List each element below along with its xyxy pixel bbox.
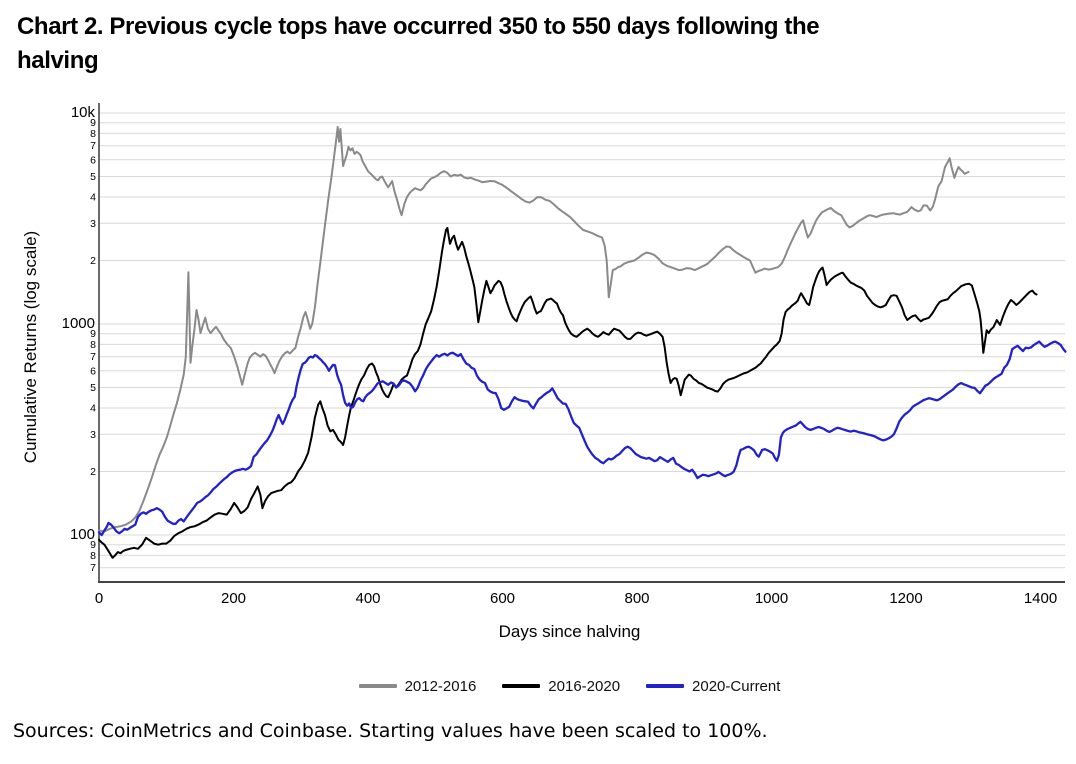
y-minor-tick-label: 9 — [90, 117, 96, 129]
chart-title-line1: Chart 2. Previous cycle tops have occurr… — [17, 13, 820, 40]
y-minor-tick-label: 8 — [90, 550, 96, 562]
legend-item-2012-2016: 2012-2016 — [358, 677, 477, 695]
y-minor-tick-label: 8 — [90, 128, 96, 140]
chart-title: Chart 2. Previous cycle tops have occurr… — [17, 10, 820, 78]
y-major-tick-label: 100 — [70, 526, 95, 543]
x-tick-label: 400 — [355, 590, 380, 607]
y-minor-tick-label: 3 — [90, 218, 96, 230]
x-tick-label: 1400 — [1024, 590, 1057, 607]
series-line-2016-2020 — [98, 227, 1038, 559]
chart-legend: 2012-2016 2016-2020 2020-Current — [99, 676, 1040, 696]
y-major-tick-label: 1000 — [62, 315, 95, 332]
y-minor-tick-label: 7 — [90, 351, 96, 363]
legend-item-2020-current: 2020-Current — [646, 678, 780, 695]
legend-label: 2012-2016 — [404, 677, 477, 695]
legend-label: 2020-Current — [692, 677, 781, 695]
y-minor-tick-label: 5 — [90, 171, 96, 183]
series-line-2020-Current — [97, 340, 1067, 537]
x-tick-label: 200 — [221, 590, 246, 607]
legend-label: 2016-2020 — [548, 677, 621, 695]
series-line-2012-2016 — [98, 126, 970, 533]
legend-line-swatch-black — [502, 684, 541, 688]
y-minor-tick-label: 9 — [90, 328, 96, 340]
y-minor-tick-label: 2 — [90, 255, 96, 267]
legend-line-swatch-gray — [358, 684, 397, 688]
y-minor-tick-label: 6 — [90, 365, 96, 377]
y-minor-tick-label: 7 — [90, 562, 96, 574]
x-axis-title: Days since halving — [498, 622, 641, 641]
y-minor-tick-label: 2 — [90, 466, 96, 478]
source-note: Sources: CoinMetrics and Coinbase. Start… — [13, 720, 768, 742]
legend-line-swatch-blue — [646, 684, 685, 688]
y-minor-tick-label: 9 — [90, 539, 96, 551]
legend-item-2016-2020: 2016-2020 — [502, 678, 620, 695]
y-minor-tick-label: 6 — [90, 154, 96, 166]
chart-title-line2: halving — [17, 47, 99, 74]
y-minor-tick-label: 5 — [90, 382, 96, 394]
y-major-tick-label: 10k — [71, 104, 96, 121]
y-minor-tick-label: 4 — [90, 402, 96, 414]
x-tick-label: 0 — [95, 590, 103, 607]
x-tick-label: 1000 — [755, 590, 788, 607]
y-minor-tick-label: 7 — [90, 140, 96, 152]
y-minor-tick-label: 8 — [90, 339, 96, 351]
y-minor-tick-label: 3 — [90, 429, 96, 441]
y-minor-tick-label: 4 — [90, 191, 96, 203]
x-tick-label: 800 — [624, 590, 649, 607]
x-tick-label: 600 — [490, 590, 515, 607]
x-tick-label: 1200 — [889, 590, 922, 607]
